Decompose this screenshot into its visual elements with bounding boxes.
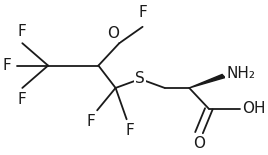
Text: S: S xyxy=(135,71,145,86)
Text: F: F xyxy=(18,92,27,107)
Text: O: O xyxy=(193,136,205,151)
Text: O: O xyxy=(107,26,119,41)
Text: F: F xyxy=(18,24,27,40)
Text: OH: OH xyxy=(242,101,266,116)
Text: F: F xyxy=(138,5,147,20)
Text: F: F xyxy=(126,123,135,138)
Text: F: F xyxy=(2,58,11,73)
Text: NH₂: NH₂ xyxy=(226,66,255,81)
Polygon shape xyxy=(189,74,225,88)
Text: F: F xyxy=(87,114,95,129)
